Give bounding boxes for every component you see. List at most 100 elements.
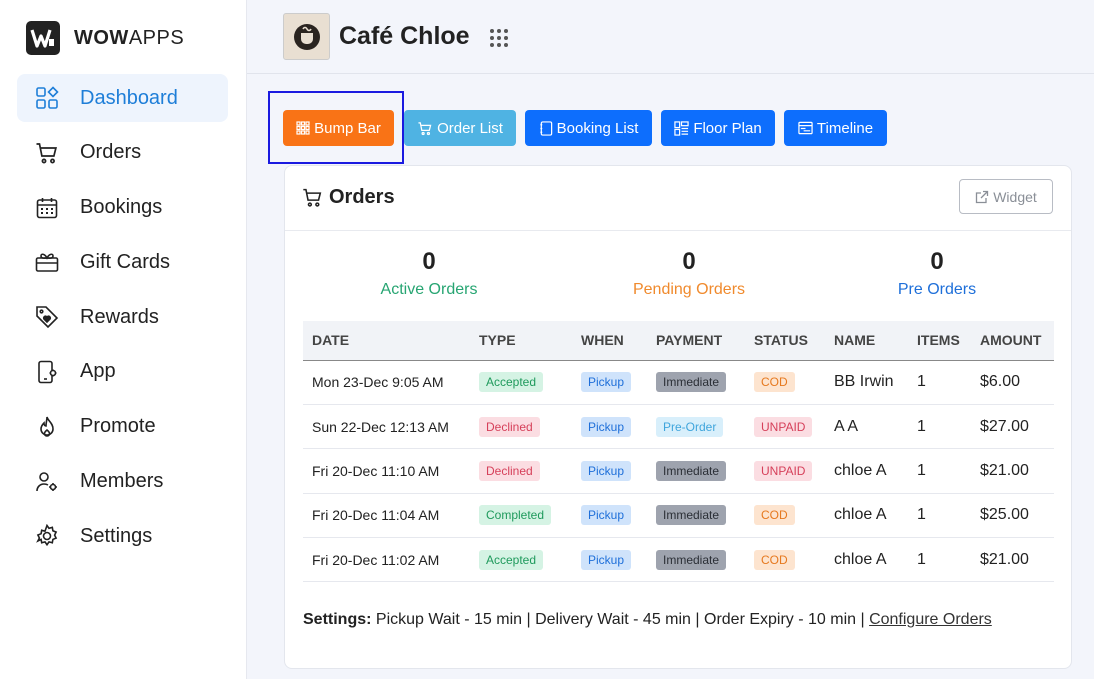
sidebar-item-label: Members xyxy=(80,470,164,493)
order-date: Sun 22-Dec 12:13 AM xyxy=(303,404,470,450)
active-orders-count: 0 xyxy=(422,248,436,275)
brand-logo[interactable]: WOWAPPS xyxy=(26,21,184,55)
sidebar-item-label: Bookings xyxy=(80,196,163,219)
external-link-icon xyxy=(976,190,989,203)
order-status-cell: COD xyxy=(745,537,825,583)
active-orders-label: Active Orders xyxy=(380,281,478,298)
table-row[interactable]: Mon 23-Dec 9:05 AM Accepted Pickup Immed… xyxy=(303,360,1054,405)
order-stats: 0 Active Orders 0 Pending Orders 0 Pre O… xyxy=(285,248,1071,308)
sidebar-item-gift-cards[interactable]: Gift Cards xyxy=(17,238,228,286)
order-status-cell: COD xyxy=(745,360,825,405)
status-badge: UNPAID xyxy=(754,416,813,437)
order-type-cell: Declined xyxy=(470,448,572,494)
members-icon xyxy=(34,469,60,495)
order-items: 1 xyxy=(908,448,971,494)
order-name: chloe A xyxy=(825,493,908,539)
cafe-logo[interactable] xyxy=(283,13,330,60)
order-settings-summary: Settings: Pickup Wait - 15 min | Deliver… xyxy=(303,611,992,629)
order-date: Fri 20-Dec 11:10 AM xyxy=(303,448,470,494)
sidebar-item-label: Dashboard xyxy=(80,86,178,109)
sidebar-item-bookings[interactable]: Bookings xyxy=(17,184,228,232)
pending-orders-stat[interactable]: 0 Pending Orders xyxy=(589,248,789,299)
orders-table: DATE TYPE WHEN PAYMENT STATUS NAME ITEMS… xyxy=(303,321,1054,583)
order-type-cell: Accepted xyxy=(470,360,572,405)
bump-bar-button[interactable]: Bump Bar xyxy=(283,110,394,146)
order-amount: $27.00 xyxy=(971,404,1054,450)
status-badge: COD xyxy=(754,505,795,526)
type-badge: Accepted xyxy=(479,372,544,393)
flame-icon xyxy=(34,414,60,440)
brand-name: WOWAPPS xyxy=(74,26,185,49)
table-row[interactable]: Fri 20-Dec 11:10 AM Declined Pickup Imme… xyxy=(303,448,1054,494)
sidebar-item-app[interactable]: App xyxy=(17,348,228,396)
booking-list-label: Booking List xyxy=(556,119,639,137)
orders-card: Orders Widget 0 Active Orders 0 Pending … xyxy=(284,165,1072,669)
order-date: Mon 23-Dec 9:05 AM xyxy=(303,360,470,405)
timeline-label: Timeline xyxy=(816,119,874,137)
sidebar-item-rewards[interactable]: Rewards xyxy=(17,293,228,341)
status-badge: COD xyxy=(754,372,795,393)
order-name: chloe A xyxy=(825,448,908,494)
pre-orders-label: Pre Orders xyxy=(897,281,977,298)
table-row[interactable]: Fri 20-Dec 11:02 AM Accepted Pickup Imme… xyxy=(303,537,1054,583)
sidebar-item-members[interactable]: Members xyxy=(17,458,228,506)
sidebar-item-label: Gift Cards xyxy=(80,250,171,273)
timeline-icon xyxy=(798,121,813,135)
sidebar-item-orders[interactable]: Orders xyxy=(17,129,228,177)
order-name: A A xyxy=(825,404,908,450)
order-payment-cell: Pre-Order xyxy=(647,404,745,450)
grid-icon xyxy=(296,121,310,135)
column-header-status[interactable]: STATUS xyxy=(745,321,825,361)
column-header-type[interactable]: TYPE xyxy=(470,321,572,361)
pending-orders-count: 0 xyxy=(682,248,696,275)
pre-orders-stat[interactable]: 0 Pre Orders xyxy=(837,248,1037,299)
when-badge: Pickup xyxy=(581,505,632,526)
order-date: Fri 20-Dec 11:02 AM xyxy=(303,537,470,583)
sidebar-item-settings[interactable]: Settings xyxy=(17,512,228,560)
sidebar-item-label: Rewards xyxy=(80,305,159,328)
when-badge: Pickup xyxy=(581,416,632,437)
floor-plan-label: Floor Plan xyxy=(693,119,762,137)
apps-grid-icon[interactable] xyxy=(489,28,509,53)
column-header-name[interactable]: NAME xyxy=(825,321,908,361)
order-items: 1 xyxy=(908,404,971,450)
order-payment-cell: Immediate xyxy=(647,493,745,539)
settings-label: Settings: xyxy=(303,611,372,628)
timeline-button[interactable]: Timeline xyxy=(784,110,887,146)
column-header-date[interactable]: DATE xyxy=(303,321,470,361)
order-items: 1 xyxy=(908,537,971,583)
cart-icon xyxy=(418,121,432,135)
order-type-cell: Completed xyxy=(470,493,572,539)
column-header-when[interactable]: WHEN xyxy=(572,321,647,361)
type-badge: Completed xyxy=(479,505,552,526)
order-list-button[interactable]: Order List xyxy=(404,110,516,146)
configure-orders-link[interactable]: Configure Orders xyxy=(869,611,992,628)
payment-badge: Immediate xyxy=(656,549,727,570)
column-header-payment[interactable]: PAYMENT xyxy=(647,321,745,361)
table-row[interactable]: Fri 20-Dec 11:04 AM Completed Pickup Imm… xyxy=(303,493,1054,539)
table-row[interactable]: Sun 22-Dec 12:13 AM Declined Pickup Pre-… xyxy=(303,404,1054,450)
tag-heart-icon xyxy=(34,304,60,330)
floor-plan-button[interactable]: Floor Plan xyxy=(661,110,775,146)
active-orders-stat[interactable]: 0 Active Orders xyxy=(329,248,529,299)
calendar-icon xyxy=(34,195,60,221)
column-header-items[interactable]: ITEMS xyxy=(908,321,971,361)
order-status-cell: UNPAID xyxy=(745,404,825,450)
column-header-amount[interactable]: AMOUNT xyxy=(971,321,1054,361)
order-items: 1 xyxy=(908,360,971,405)
booking-list-button[interactable]: Booking List xyxy=(525,110,652,146)
payment-badge: Immediate xyxy=(656,505,727,526)
sidebar-item-dashboard[interactable]: Dashboard xyxy=(17,74,228,122)
orders-title-text: Orders xyxy=(329,186,395,208)
sidebar-item-promote[interactable]: Promote xyxy=(17,403,228,451)
order-payment-cell: Immediate xyxy=(647,448,745,494)
type-badge: Declined xyxy=(479,460,540,481)
when-badge: Pickup xyxy=(581,372,632,393)
widget-button[interactable]: Widget xyxy=(959,179,1053,214)
order-name: BB Irwin xyxy=(825,360,908,405)
orders-card-header: Orders Widget xyxy=(285,166,1071,231)
table-header-row: DATE TYPE WHEN PAYMENT STATUS NAME ITEMS… xyxy=(303,321,1054,361)
order-payment-cell: Immediate xyxy=(647,360,745,405)
status-badge: COD xyxy=(754,549,795,570)
order-amount: $25.00 xyxy=(971,493,1054,539)
